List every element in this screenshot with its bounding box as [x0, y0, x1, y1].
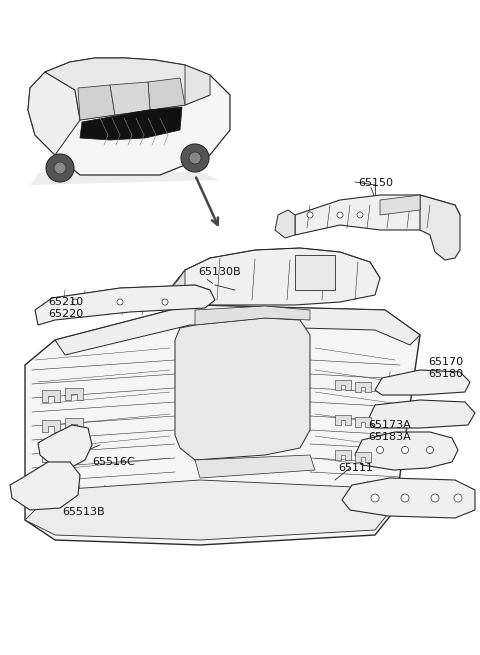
Polygon shape [30, 172, 220, 185]
Polygon shape [195, 306, 310, 325]
Polygon shape [55, 305, 420, 355]
Circle shape [371, 494, 379, 502]
Polygon shape [80, 107, 182, 140]
Circle shape [162, 299, 168, 305]
Circle shape [337, 212, 343, 218]
Polygon shape [368, 400, 475, 428]
Polygon shape [42, 420, 60, 432]
Polygon shape [175, 318, 310, 460]
Polygon shape [35, 285, 215, 325]
Circle shape [46, 154, 74, 182]
Polygon shape [165, 248, 380, 305]
Polygon shape [65, 418, 83, 430]
Polygon shape [110, 82, 150, 115]
Circle shape [454, 494, 462, 502]
Polygon shape [42, 450, 60, 462]
Text: 65170: 65170 [428, 357, 463, 367]
Polygon shape [335, 380, 351, 390]
Polygon shape [25, 480, 395, 540]
Circle shape [307, 212, 313, 218]
Polygon shape [275, 210, 295, 238]
Polygon shape [380, 195, 420, 215]
Polygon shape [295, 255, 335, 290]
Circle shape [376, 447, 384, 453]
Circle shape [72, 299, 78, 305]
Text: 65111: 65111 [338, 463, 373, 473]
Circle shape [357, 212, 363, 218]
Polygon shape [195, 455, 315, 478]
Polygon shape [78, 85, 115, 120]
Text: 65516C: 65516C [92, 457, 135, 467]
Polygon shape [45, 58, 210, 120]
Polygon shape [335, 415, 351, 425]
Circle shape [401, 447, 408, 453]
Text: 65183A: 65183A [368, 432, 411, 442]
Circle shape [117, 299, 123, 305]
Text: 65150: 65150 [358, 178, 393, 188]
Polygon shape [28, 58, 230, 175]
Polygon shape [65, 388, 83, 400]
Polygon shape [355, 382, 371, 392]
Polygon shape [165, 270, 185, 305]
Circle shape [427, 447, 433, 453]
Text: 65513B: 65513B [62, 507, 105, 517]
Polygon shape [185, 65, 210, 105]
Circle shape [54, 162, 66, 174]
Polygon shape [28, 72, 80, 155]
Polygon shape [148, 78, 185, 110]
Circle shape [189, 152, 201, 164]
Text: 65130B: 65130B [198, 267, 240, 277]
Text: 65173A: 65173A [368, 420, 411, 430]
Text: 65180: 65180 [428, 369, 463, 379]
Circle shape [181, 144, 209, 172]
Polygon shape [355, 452, 371, 462]
Circle shape [431, 494, 439, 502]
Polygon shape [355, 417, 371, 427]
Polygon shape [25, 305, 420, 545]
Polygon shape [295, 195, 460, 235]
Polygon shape [42, 390, 60, 402]
Text: 65220: 65220 [48, 309, 83, 319]
Polygon shape [38, 425, 92, 468]
Text: 65210: 65210 [48, 297, 83, 307]
Polygon shape [10, 462, 80, 510]
Polygon shape [342, 478, 475, 518]
Polygon shape [335, 450, 351, 460]
Polygon shape [65, 448, 83, 460]
Polygon shape [355, 432, 458, 470]
Polygon shape [375, 370, 470, 395]
Polygon shape [420, 195, 460, 260]
Circle shape [401, 494, 409, 502]
